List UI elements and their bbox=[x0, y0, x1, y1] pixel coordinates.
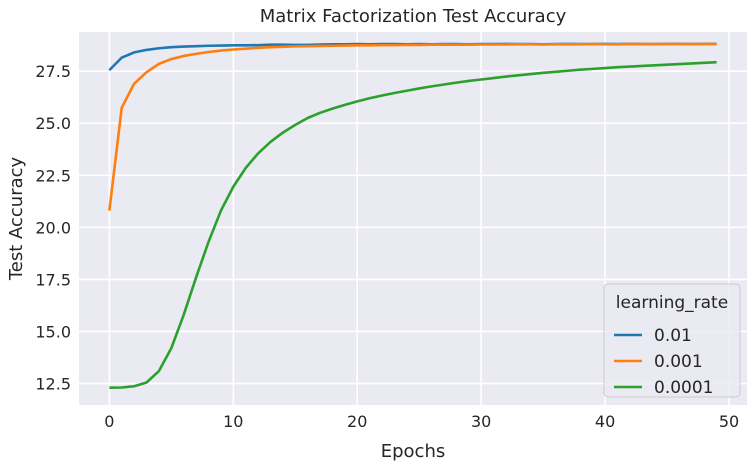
y-tick-label: 12.5 bbox=[35, 375, 71, 394]
series-lines bbox=[108, 42, 717, 390]
y-tick-label: 20.0 bbox=[35, 218, 71, 237]
y-axis-label: Test Accuracy bbox=[6, 156, 27, 281]
legend-title: learning_rate bbox=[616, 293, 728, 313]
x-tick-label: 50 bbox=[719, 412, 739, 431]
x-tick-label: 20 bbox=[347, 412, 367, 431]
x-axis-label: Epochs bbox=[381, 441, 446, 462]
legend-items: 0.01 0.001 0.0001 bbox=[614, 326, 713, 398]
x-tick-label: 10 bbox=[223, 412, 243, 431]
y-tick-labels: 12.5 15.0 17.5 20.0 22.5 25.0 27.5 bbox=[35, 62, 71, 393]
series-line-0-0001 bbox=[109, 60, 717, 390]
chart-title: Matrix Factorization Test Accuracy bbox=[260, 6, 567, 27]
legend: learning_rate 0.01 0.001 0.0001 bbox=[603, 283, 741, 398]
y-tick-label: 27.5 bbox=[35, 62, 71, 81]
x-tick-label: 30 bbox=[471, 412, 491, 431]
x-tick-labels: 0 10 20 30 40 50 bbox=[104, 412, 739, 431]
legend-label: 0.0001 bbox=[654, 378, 713, 398]
y-tick-label: 22.5 bbox=[35, 166, 71, 185]
x-tick-label: 40 bbox=[595, 412, 615, 431]
legend-box bbox=[603, 283, 741, 398]
y-tick-label: 15.0 bbox=[35, 322, 71, 341]
y-tick-label: 25.0 bbox=[35, 114, 71, 133]
series-line-0-001 bbox=[108, 42, 717, 211]
legend-label: 0.001 bbox=[654, 352, 703, 372]
x-tick-label: 0 bbox=[104, 412, 114, 431]
legend-label: 0.01 bbox=[654, 326, 692, 346]
y-tick-label: 17.5 bbox=[35, 270, 71, 289]
